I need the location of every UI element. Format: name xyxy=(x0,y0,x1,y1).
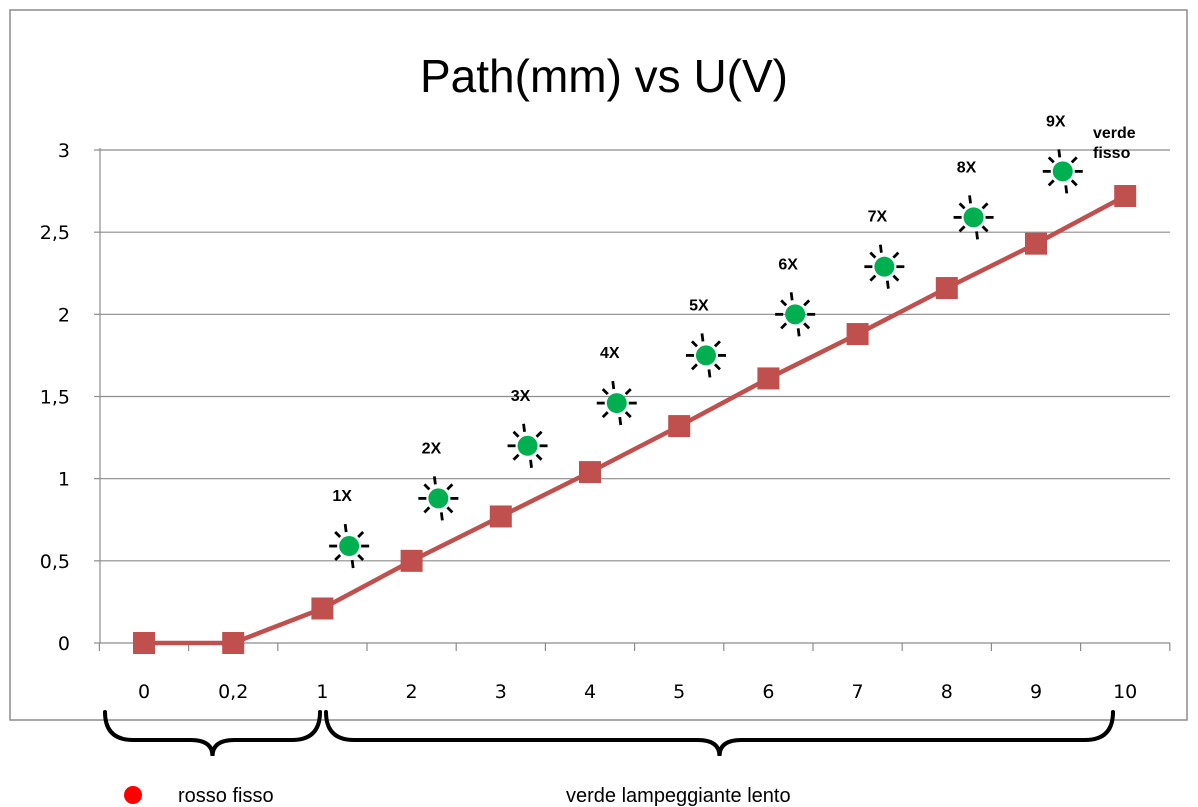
data-point-marker xyxy=(847,323,869,345)
y-tick-label: 1,5 xyxy=(40,387,70,409)
blink-dot xyxy=(874,257,894,277)
blink-marker-label: 7X xyxy=(868,209,888,226)
brace-caption: rosso fisso xyxy=(178,785,274,807)
blink-ray xyxy=(441,512,442,520)
y-tick-label: 2 xyxy=(58,304,70,326)
data-point-marker xyxy=(311,597,333,619)
blink-ray xyxy=(702,333,703,341)
x-tick-label: 6 xyxy=(762,681,774,703)
x-tick-label: 2 xyxy=(406,681,418,703)
blink-marker-label: 8X xyxy=(957,159,977,176)
y-tick-label: 0 xyxy=(58,633,70,655)
x-tick-label: 0 xyxy=(138,681,150,703)
blink-ray xyxy=(620,417,621,425)
blink-ray xyxy=(345,524,346,532)
data-point-marker xyxy=(490,505,512,527)
blink-ray xyxy=(791,292,792,300)
y-tick-label: 2,5 xyxy=(40,222,70,244)
chart-title: Path(mm) vs U(V) xyxy=(420,50,788,102)
x-tick-label: 9 xyxy=(1030,681,1042,703)
blink-marker-label: 5X xyxy=(689,297,709,314)
blink-ray xyxy=(887,281,888,289)
status-dot xyxy=(124,786,142,804)
brace-caption: verde lampeggiante lento xyxy=(566,785,791,807)
x-tick-label: 10 xyxy=(1113,681,1137,703)
data-point-marker xyxy=(757,367,779,389)
blink-dot xyxy=(964,207,984,227)
x-tick-label: 3 xyxy=(495,681,507,703)
blink-ray xyxy=(798,328,799,336)
blink-ray xyxy=(970,195,971,203)
blink-dot xyxy=(518,436,538,456)
blink-marker-label: 1X xyxy=(332,488,352,505)
data-point-marker xyxy=(1025,233,1047,255)
blink-ray xyxy=(1059,149,1060,157)
blink-marker-label: 3X xyxy=(511,388,531,405)
data-point-marker xyxy=(668,415,690,437)
data-point-marker xyxy=(936,277,958,299)
blink-dot xyxy=(785,304,805,324)
x-tick-label: 0,2 xyxy=(218,681,248,703)
blink-marker-label: 9X xyxy=(1046,113,1066,130)
y-tick-label: 1 xyxy=(58,469,70,491)
blink-dot xyxy=(607,393,627,413)
y-tick-label: 3 xyxy=(58,140,70,162)
blink-ray xyxy=(709,369,710,377)
data-point-marker xyxy=(1114,185,1136,207)
x-tick-label: 8 xyxy=(941,681,953,703)
blink-marker-label: 6X xyxy=(778,256,798,273)
x-tick-label: 4 xyxy=(584,681,596,703)
x-tick-label: 1 xyxy=(316,681,328,703)
blink-ray xyxy=(977,231,978,239)
blink-dot xyxy=(428,488,448,508)
annotation-line-2: fisso xyxy=(1093,145,1131,162)
chart-area-frame xyxy=(10,10,1187,720)
data-point-marker xyxy=(579,461,601,483)
blink-ray xyxy=(880,245,881,253)
data-point-marker xyxy=(401,550,423,572)
blink-ray xyxy=(524,424,525,432)
blink-ray xyxy=(531,460,532,468)
data-point-marker xyxy=(133,632,155,654)
blink-ray xyxy=(352,560,353,568)
blink-dot xyxy=(1053,161,1073,181)
x-tick-label: 7 xyxy=(852,681,864,703)
blink-ray xyxy=(434,476,435,484)
y-tick-label: 0,5 xyxy=(40,551,70,573)
blink-marker-label: 4X xyxy=(600,345,620,362)
blink-ray xyxy=(1066,185,1067,193)
blink-dot xyxy=(696,345,716,365)
blink-ray xyxy=(613,381,614,389)
blink-marker-label: 2X xyxy=(422,440,442,457)
blink-dot xyxy=(339,536,359,556)
x-tick-label: 5 xyxy=(673,681,685,703)
annotation-line-1: verde xyxy=(1093,125,1136,142)
range-braces: rosso fisso verde lampeggiante lento xyxy=(105,712,1113,807)
data-point-marker xyxy=(222,632,244,654)
